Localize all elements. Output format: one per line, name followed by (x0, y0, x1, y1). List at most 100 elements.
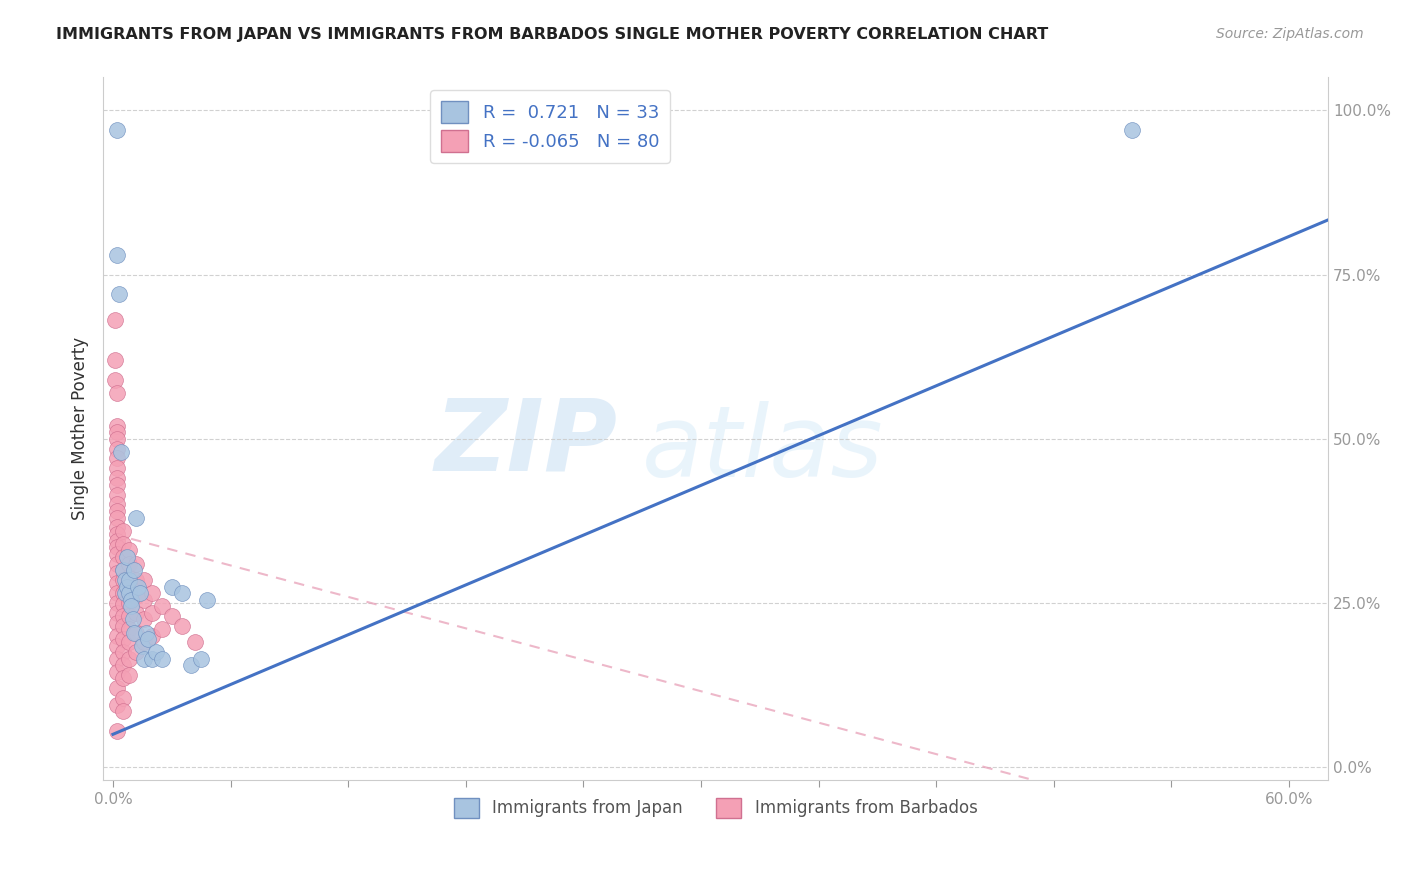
Point (117, 622, 139, 636)
Point (111, 549, 134, 564)
Point (105, 724, 128, 739)
Point (105, 698, 128, 712)
Point (105, 432, 128, 446)
Point (180, 658, 202, 673)
Point (111, 609, 134, 624)
Point (125, 625, 148, 640)
Point (124, 563, 146, 577)
Point (134, 635, 156, 649)
Point (105, 540, 128, 554)
Point (105, 639, 128, 653)
Point (134, 612, 156, 626)
Point (141, 629, 163, 643)
Point (105, 557, 128, 571)
Text: ZIP: ZIP (434, 394, 617, 491)
Point (105, 451, 128, 466)
Point (108, 287, 131, 301)
Point (195, 592, 218, 607)
Point (114, 573, 136, 587)
Point (1121, 123, 1143, 137)
Point (105, 629, 128, 643)
Point (105, 527, 128, 541)
Point (127, 580, 149, 594)
Point (160, 609, 183, 624)
Point (117, 586, 139, 600)
Point (117, 596, 139, 610)
Point (105, 385, 128, 400)
Point (111, 597, 134, 611)
Point (105, 442, 128, 456)
Point (111, 524, 134, 538)
Point (111, 691, 134, 706)
Point (105, 566, 128, 581)
Point (125, 606, 148, 620)
Text: Source: ZipAtlas.com: Source: ZipAtlas.com (1216, 27, 1364, 41)
Point (114, 586, 136, 600)
Point (134, 652, 156, 666)
Point (105, 652, 128, 666)
Point (110, 445, 132, 459)
Point (111, 586, 134, 600)
Point (117, 668, 139, 682)
Point (125, 510, 148, 524)
Point (105, 461, 128, 475)
Point (170, 586, 193, 600)
Point (117, 609, 139, 624)
Point (145, 645, 167, 659)
Point (105, 418, 128, 433)
Point (105, 248, 128, 262)
Point (111, 632, 134, 646)
Point (117, 582, 139, 597)
Point (115, 549, 138, 564)
Point (111, 672, 134, 686)
Point (150, 599, 173, 614)
Point (105, 681, 128, 696)
Point (105, 123, 128, 137)
Point (105, 487, 128, 501)
Point (160, 580, 183, 594)
Point (150, 652, 173, 666)
Point (105, 615, 128, 630)
Point (105, 504, 128, 518)
Point (125, 645, 148, 659)
Point (105, 596, 128, 610)
Point (111, 645, 134, 659)
Point (170, 619, 193, 633)
Point (117, 652, 139, 666)
Point (111, 619, 134, 633)
Point (111, 704, 134, 718)
Point (135, 625, 157, 640)
Point (124, 625, 146, 640)
Point (150, 622, 173, 636)
Point (117, 543, 139, 558)
Text: atlas: atlas (643, 401, 884, 499)
Point (105, 586, 128, 600)
Point (141, 652, 163, 666)
Point (104, 373, 127, 387)
Point (117, 635, 139, 649)
Legend: Immigrants from Japan, Immigrants from Barbados: Immigrants from Japan, Immigrants from B… (447, 791, 984, 825)
Point (120, 599, 142, 614)
Point (125, 590, 148, 604)
Point (111, 658, 134, 673)
Point (105, 497, 128, 511)
Point (105, 520, 128, 534)
Point (129, 586, 152, 600)
Point (121, 612, 143, 626)
Point (141, 606, 163, 620)
Point (125, 573, 148, 587)
Y-axis label: Single Mother Poverty: Single Mother Poverty (72, 337, 89, 520)
Text: IMMIGRANTS FROM JAPAN VS IMMIGRANTS FROM BARBADOS SINGLE MOTHER POVERTY CORRELAT: IMMIGRANTS FROM JAPAN VS IMMIGRANTS FROM… (56, 27, 1049, 42)
Point (105, 477, 128, 491)
Point (105, 510, 128, 524)
Point (105, 425, 128, 439)
Point (117, 569, 139, 583)
Point (105, 576, 128, 591)
Point (104, 352, 127, 367)
Point (105, 471, 128, 485)
Point (117, 557, 139, 571)
Point (111, 563, 134, 577)
Point (134, 573, 156, 587)
Point (105, 547, 128, 561)
Point (134, 592, 156, 607)
